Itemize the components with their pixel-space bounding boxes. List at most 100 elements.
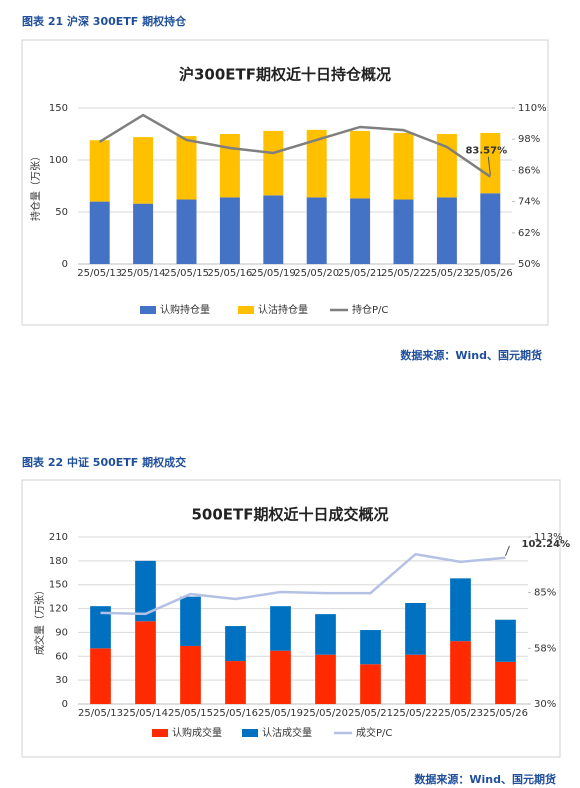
bar-segment [180, 596, 201, 646]
bar-segment [495, 619, 516, 662]
line-series [99, 113, 492, 178]
bar-segment [89, 140, 110, 202]
bar-segment [180, 645, 201, 704]
legend-label: 认购持仓量 [160, 303, 210, 316]
data-label: 102.24% [522, 539, 571, 550]
source-note: 数据来源：Wind、国元期货 [414, 772, 556, 786]
bar-segment [135, 560, 156, 622]
x-tick-label: 25/05/21 [338, 268, 383, 279]
figure-caption: 图表 21 沪深 300ETF 期权持仓 [22, 14, 187, 28]
legend-label: 认沽持仓量 [258, 303, 308, 316]
bar-segment [350, 198, 371, 264]
bar-segment [495, 661, 516, 704]
bar-segment [350, 130, 371, 199]
bar-segment [315, 614, 336, 655]
bar-segment [450, 578, 471, 642]
x-tick-label: 25/05/23 [424, 268, 469, 279]
legend-label: 认沽成交量 [262, 726, 312, 739]
bar-segment [393, 132, 414, 200]
legend-label: 认购成交量 [172, 726, 222, 739]
y2-tick-label: 86% [518, 165, 540, 176]
x-tick-label: 25/05/15 [168, 708, 213, 719]
y-tick-label: 100 [49, 155, 68, 166]
bar-segment [405, 654, 426, 704]
legend-swatch [140, 306, 156, 314]
x-tick-label: 25/05/13 [77, 268, 122, 279]
y-tick-label: 60 [55, 651, 68, 662]
bar-segment [135, 621, 156, 704]
y2-tick-label: 58% [534, 643, 556, 654]
x-tick-label: 25/05/22 [393, 708, 438, 719]
bar-segment [90, 606, 111, 649]
y-tick-label: 120 [49, 604, 68, 615]
x-tick-label: 25/05/23 [438, 708, 483, 719]
bar-segment [270, 606, 291, 651]
x-tick-label: 25/05/20 [303, 708, 348, 719]
bar-segment [360, 630, 381, 665]
y-tick-label: 210 [49, 532, 68, 543]
bar-segment [176, 199, 197, 264]
figure-caption: 图表 22 中证 500ETF 期权成交 [22, 455, 186, 469]
bar-segment [225, 626, 246, 662]
bar-segment [263, 195, 284, 264]
legend-swatch [238, 306, 254, 314]
label-leader [487, 156, 491, 175]
y-tick-label: 150 [49, 103, 68, 114]
bar-segment [450, 641, 471, 704]
x-tick-label: 25/05/26 [468, 268, 513, 279]
bar-segment [436, 197, 457, 264]
line-series [100, 552, 506, 616]
bar-segment [133, 203, 154, 264]
y-tick-label: 50 [55, 207, 68, 218]
bar-segment [263, 130, 284, 196]
bar-segment [133, 137, 154, 204]
y-axis-label: 成交量（万张） [33, 585, 46, 655]
y-tick-label: 150 [49, 580, 68, 591]
y-axis-label: 持仓量（万张） [29, 151, 42, 221]
bar-segment [90, 648, 111, 704]
y2-tick-label: 85% [534, 588, 556, 599]
x-tick-label: 25/05/21 [348, 708, 393, 719]
x-tick-label: 25/05/15 [164, 268, 209, 279]
x-tick-label: 25/05/20 [294, 268, 339, 279]
y2-tick-label: 110% [518, 103, 547, 114]
bar-segment [306, 197, 327, 264]
y-tick-label: 30 [55, 675, 68, 686]
bar-segment [480, 132, 501, 194]
bar-segment [405, 603, 426, 655]
y2-tick-label: 74% [518, 197, 540, 208]
bar-segment [219, 197, 240, 264]
bar-segment [393, 199, 414, 264]
x-tick-label: 25/05/13 [78, 708, 123, 719]
y-tick-label: 90 [55, 627, 68, 638]
y-tick-label: 180 [49, 556, 68, 567]
y2-tick-label: 30% [534, 699, 556, 710]
x-tick-label: 25/05/16 [213, 708, 258, 719]
x-tick-label: 25/05/19 [251, 268, 296, 279]
source-note: 数据来源：Wind、国元期货 [400, 348, 542, 362]
legend-swatch [242, 729, 258, 737]
x-tick-label: 25/05/22 [381, 268, 426, 279]
y-tick-label: 0 [62, 699, 68, 710]
x-tick-label: 25/05/26 [483, 708, 528, 719]
bar-segment [306, 129, 327, 198]
label-leader [505, 545, 510, 556]
bar-segment [270, 650, 291, 704]
y2-tick-label: 62% [518, 228, 540, 239]
bar-segment [89, 201, 110, 264]
bar-segment [360, 664, 381, 704]
bar-segment [219, 134, 240, 198]
bar-segment [176, 136, 197, 200]
legend-swatch [152, 729, 168, 737]
x-tick-label: 25/05/19 [258, 708, 303, 719]
data-label: 83.57% [465, 146, 507, 157]
x-tick-label: 25/05/14 [123, 708, 168, 719]
chart-title: 沪300ETF期权近十日持仓概况 [179, 66, 391, 84]
y2-tick-label: 50% [518, 259, 540, 270]
legend-label: 持仓P/C [352, 303, 388, 316]
bar-segment [480, 193, 501, 264]
bar-segment [315, 654, 336, 704]
bar-segment [225, 661, 246, 704]
y-tick-label: 0 [62, 259, 68, 270]
